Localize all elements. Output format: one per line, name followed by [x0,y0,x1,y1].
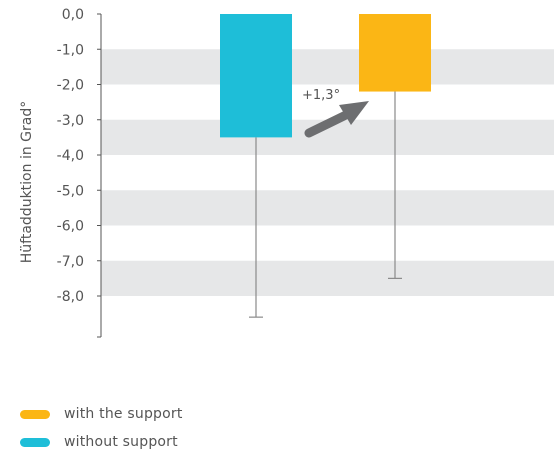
y-axis-title: Hüftadduktion in Grad° [19,101,35,263]
band-3 [101,260,554,296]
legend-label-without-support: without support [64,434,178,450]
bar-0 [220,14,292,138]
y-tick-label-1: -1,0 [57,42,84,58]
legend-item-without-support: without support [20,428,183,456]
y-tick-label-6: -6,0 [57,219,84,235]
difference-arrow-head [339,101,369,125]
band-0 [101,49,554,85]
y-tick-label-3: -3,0 [57,113,84,129]
legend-item-with-support: with the support [20,400,183,428]
legend-label-with-support: with the support [64,406,183,422]
difference-label: +1,3° [302,88,340,103]
difference-arrow-shaft [304,108,355,138]
y-tick-label-0: 0,0 [62,7,84,23]
chart: 0,0 -1,0 -2,0 -3,0 -4,0 -5,0 -6,0 -7,0 -8,0 +1,3… [19,7,554,338]
y-tick-label-4: -4,0 [57,148,84,164]
legend-swatch-with-support [20,409,50,419]
bar-1 [359,14,431,92]
y-tick-label-8: -8,0 [57,289,84,305]
y-tick-label-5: -5,0 [57,183,84,199]
legend: with the support without support [20,400,183,456]
legend-swatch-without-support [20,437,50,447]
band-2 [101,190,554,226]
y-tick-label-7: -7,0 [57,254,84,270]
y-tick-label-2: -2,0 [57,78,84,94]
